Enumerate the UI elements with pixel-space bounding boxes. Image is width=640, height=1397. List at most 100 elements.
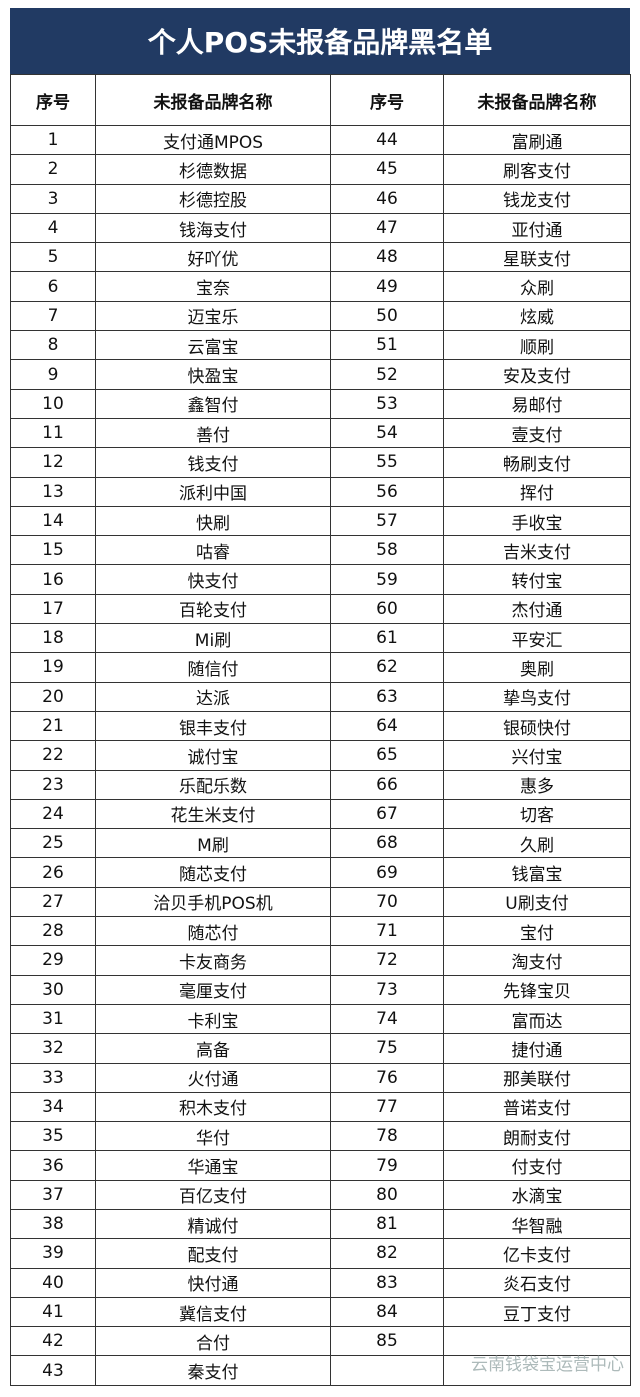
table-cell: 47	[330, 212, 444, 244]
table-row: 15 咕睿 58 吉米支付	[10, 535, 631, 566]
table-cell: 兴付宝	[443, 740, 631, 771]
table-cell: 挚鸟支付	[443, 681, 631, 712]
table-row: 37 百亿支付 80 水滴宝	[10, 1179, 631, 1210]
table-cell: 善付	[95, 417, 331, 449]
table-cell: 18	[10, 623, 96, 654]
table-cell: 刷客支付	[443, 154, 631, 185]
table-row: 18 Mi刷 61 平安汇	[10, 623, 631, 654]
table-cell: 69	[330, 857, 444, 888]
table-cell: 百轮支付	[95, 593, 331, 625]
table-cell: M刷	[95, 828, 331, 859]
table-cell: 炫威	[443, 300, 631, 332]
table-cell: 亿卡支付	[443, 1238, 631, 1269]
table-cell: 配支付	[95, 1238, 331, 1269]
table-cell: 付支付	[443, 1150, 631, 1181]
table-cell: 壹支付	[443, 417, 631, 449]
table-cell: 快付通	[95, 1267, 331, 1298]
table-cell: 钱龙支付	[443, 183, 631, 214]
table-cell: 20	[10, 681, 96, 712]
table-cell: 随信付	[95, 652, 331, 683]
table-cell: 豆丁支付	[443, 1296, 631, 1328]
table-cell: 朗耐支付	[443, 1121, 631, 1152]
table-cell: 杉德数据	[95, 154, 331, 185]
table-cell: 43	[10, 1355, 96, 1386]
table-cell: 11	[10, 417, 96, 449]
table-cell: 45	[330, 154, 444, 185]
table-cell: 迈宝乐	[95, 300, 331, 332]
table-cell: 百亿支付	[95, 1179, 331, 1210]
table-row: 26 随芯支付 69 钱富宝	[10, 857, 631, 888]
table-row: 35 华付 78 朗耐支付	[10, 1121, 631, 1152]
table-cell: 1	[10, 124, 96, 156]
table-cell: 转付宝	[443, 564, 631, 595]
table-cell: 毫厘支付	[95, 974, 331, 1005]
table-cell: 卡友商务	[95, 945, 331, 976]
table-cell: 48	[330, 242, 444, 273]
table-cell: 易邮付	[443, 388, 631, 419]
table-cell: 7	[10, 300, 96, 332]
table-row: 25 M刷 68 久刷	[10, 828, 631, 859]
table-cell: 62	[330, 652, 444, 683]
table-cell: 9	[10, 359, 96, 390]
table-row: 22 诚付宝 65 兴付宝	[10, 740, 631, 771]
table-cell: 14	[10, 505, 96, 537]
table-cell: 42	[10, 1326, 96, 1357]
table-cell: 23	[10, 769, 96, 800]
table-cell: 云富宝	[95, 330, 331, 361]
table-cell: 5	[10, 242, 96, 273]
table-row: 8 云富宝 51 顺刷	[10, 330, 631, 361]
table-cell: 24	[10, 798, 96, 830]
table-cell: 19	[10, 652, 96, 683]
table-cell: 华智融	[443, 1208, 631, 1240]
table-row: 16 快支付 59 转付宝	[10, 564, 631, 595]
table-row: 14 快刷 57 手收宝	[10, 505, 631, 537]
table-cell: 银硕快付	[443, 710, 631, 742]
table-row: 12 钱支付 55 畅刷支付	[10, 447, 631, 478]
table-cell: 派利中国	[95, 476, 331, 507]
table-cell: 52	[330, 359, 444, 390]
table-cell: 53	[330, 388, 444, 419]
table-row: 31 卡利宝 74 富而达	[10, 1003, 631, 1035]
table-cell: 41	[10, 1296, 96, 1328]
table-cell: 32	[10, 1033, 96, 1064]
table-cell: 众刷	[443, 271, 631, 302]
empty-cell	[443, 1326, 631, 1357]
table-cell: 70	[330, 886, 444, 918]
table-cell: 60	[330, 593, 444, 625]
table-row: 42 合付 85	[10, 1326, 631, 1357]
table-cell: 49	[330, 271, 444, 302]
table-cell: 80	[330, 1179, 444, 1210]
table-cell: 先锋宝贝	[443, 974, 631, 1005]
table-cell: 银丰支付	[95, 710, 331, 742]
table-cell: 切客	[443, 798, 631, 830]
table: 序号 未报备品牌名称 序号 未报备品牌名称 1 支付通MPOS 44 富刷通 2 杉德数据 45 刷…	[10, 74, 631, 1386]
table-cell: 17	[10, 593, 96, 625]
title: 个人POS未报备品牌黑名单	[10, 8, 630, 74]
table-cell: 66	[330, 769, 444, 800]
table-cell: 杉德控股	[95, 183, 331, 214]
table-cell: 55	[330, 447, 444, 478]
table-row: 7 迈宝乐 50 炫威	[10, 300, 631, 332]
table-row: 43 秦支付	[10, 1355, 631, 1386]
sheet: 个人POS未报备品牌黑名单 序号 未报备品牌名称 序号 未报备品牌名称 1 支付通MPO…	[10, 8, 631, 1386]
table-cell: 星联支付	[443, 242, 631, 273]
table-cell: 卡利宝	[95, 1003, 331, 1035]
table-cell: 81	[330, 1208, 444, 1240]
table-cell: 冀信支付	[95, 1296, 331, 1328]
table-cell: 华通宝	[95, 1150, 331, 1181]
table-cell: U刷支付	[443, 886, 631, 918]
table-cell: 27	[10, 886, 96, 918]
table-cell: 34	[10, 1091, 96, 1123]
table-cell: 58	[330, 535, 444, 566]
table-cell: 3	[10, 183, 96, 214]
table-cell: 富而达	[443, 1003, 631, 1035]
table-row: 28 随芯付 71 宝付	[10, 916, 631, 947]
table-cell: 火付通	[95, 1062, 331, 1093]
empty-cell	[443, 1355, 631, 1386]
table-cell: 达派	[95, 681, 331, 712]
table-row: 40 快付通 83 炎石支付	[10, 1267, 631, 1298]
table-cell: 76	[330, 1062, 444, 1093]
table-cell: 63	[330, 681, 444, 712]
table-cell: 64	[330, 710, 444, 742]
table-row: 39 配支付 82 亿卡支付	[10, 1238, 631, 1269]
